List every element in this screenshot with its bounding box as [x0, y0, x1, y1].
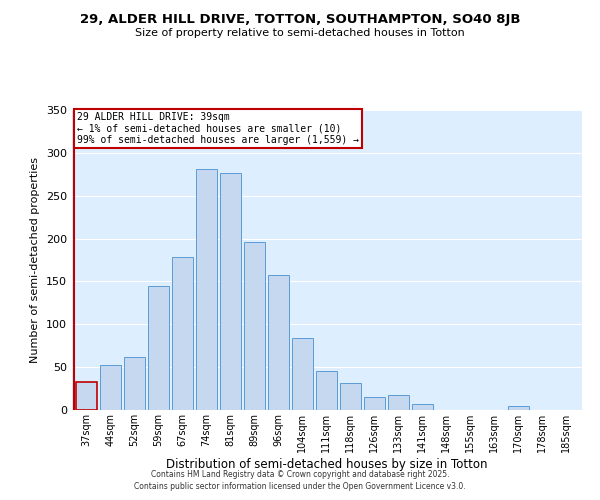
Y-axis label: Number of semi-detached properties: Number of semi-detached properties [31, 157, 40, 363]
Bar [388, 396, 409, 410]
Text: Contains public sector information licensed under the Open Government Licence v3: Contains public sector information licen… [134, 482, 466, 491]
Text: Size of property relative to semi-detached houses in Totton: Size of property relative to semi-detach… [135, 28, 465, 38]
X-axis label: Distribution of semi-detached houses by size in Totton: Distribution of semi-detached houses by … [166, 458, 488, 470]
Bar [340, 384, 361, 410]
Bar [412, 404, 433, 410]
Text: Contains HM Land Registry data © Crown copyright and database right 2025.: Contains HM Land Registry data © Crown c… [151, 470, 449, 479]
Bar [76, 382, 97, 410]
Bar [244, 242, 265, 410]
Bar [364, 397, 385, 410]
Bar [100, 364, 121, 410]
Bar [508, 406, 529, 410]
Bar [124, 357, 145, 410]
Bar [196, 169, 217, 410]
Bar [148, 286, 169, 410]
Bar [292, 338, 313, 410]
Bar [172, 258, 193, 410]
Text: 29, ALDER HILL DRIVE, TOTTON, SOUTHAMPTON, SO40 8JB: 29, ALDER HILL DRIVE, TOTTON, SOUTHAMPTO… [80, 12, 520, 26]
Bar [268, 274, 289, 410]
Bar [316, 370, 337, 410]
Bar [220, 174, 241, 410]
Text: 29 ALDER HILL DRIVE: 39sqm
← 1% of semi-detached houses are smaller (10)
99% of : 29 ALDER HILL DRIVE: 39sqm ← 1% of semi-… [77, 112, 359, 144]
